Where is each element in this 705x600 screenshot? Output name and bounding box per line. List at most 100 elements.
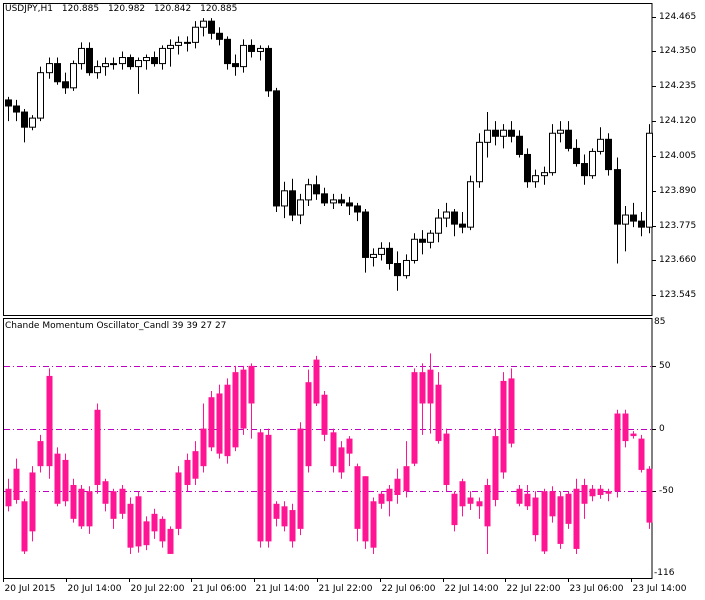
bear-candle (208, 20, 215, 34)
oscillator-down-bar (151, 513, 158, 532)
bull-candle (427, 232, 434, 243)
oscillator-down-bar (508, 378, 515, 444)
oscillator-down-bar (127, 503, 134, 548)
oscillator-down-bar (248, 365, 255, 404)
oscillator-down-bar (54, 453, 61, 504)
bull-candle (159, 47, 166, 65)
bear-candle (216, 32, 223, 40)
oscillator-down-bar (346, 438, 353, 454)
oscillator-down-bar (29, 472, 36, 532)
bull-candle (119, 57, 126, 65)
indicator-min-label: -116 (654, 568, 675, 578)
oscillator-down-bar (265, 434, 272, 542)
oscillator-down-bar (135, 496, 142, 547)
bear-candle (127, 57, 134, 68)
bull-candle (240, 44, 247, 68)
oscillator-down-bar (297, 428, 304, 529)
oscillator-down-bar (573, 488, 580, 549)
oscillator-down-bar (541, 491, 548, 552)
level-label: -50 (659, 485, 674, 496)
oscillator-down-bar (232, 372, 239, 448)
price-axis-label: 124.235 (659, 80, 697, 91)
oscillator-down-bar (411, 372, 418, 464)
low-value: 120.842 (154, 4, 192, 14)
bull-candle (143, 57, 150, 62)
bull-candle (435, 217, 442, 234)
oscillator-down-bar (532, 497, 539, 536)
oscillator-down-bar (492, 436, 499, 501)
oscillator-down-bar (313, 359, 320, 404)
indicator-title: Chande Momentum Oscillator_Candl 39 39 2… (5, 321, 227, 331)
oscillator-down-bar (159, 518, 166, 542)
price-axis-label: 124.120 (659, 115, 697, 126)
bear-candle (459, 223, 466, 228)
indicator-panel-frame (3, 318, 653, 579)
bear-candle (54, 63, 61, 83)
oscillator-down-bar (370, 501, 377, 548)
oscillator-down-bar (224, 384, 231, 457)
bull-candle (46, 63, 53, 74)
time-axis-label: 20 Jul 14:00 (67, 584, 122, 594)
oscillator-down-bar (119, 488, 126, 514)
bear-candle (346, 202, 353, 207)
bull-candle (541, 172, 548, 177)
oscillator-down-bar (208, 397, 215, 448)
oscillator-down-bar (581, 484, 588, 504)
bull-candle (167, 44, 174, 49)
bear-candle (524, 153, 531, 183)
time-axis-label: 22 Jul 22:00 (506, 584, 561, 594)
bear-candle (321, 193, 328, 204)
bear-candle (232, 63, 239, 68)
bull-candle (135, 60, 142, 68)
oscillator-down-bar (646, 468, 653, 523)
price-axis-label: 124.465 (659, 11, 697, 22)
oscillator-down-bar (330, 432, 337, 467)
bull-candle (500, 129, 507, 137)
time-axis-label: 23 Jul 14:00 (632, 584, 687, 594)
bear-candle (313, 184, 320, 195)
bear-candle (492, 129, 499, 137)
bull-candle (70, 63, 77, 89)
bear-candle (224, 38, 231, 65)
bull-candle (646, 132, 653, 228)
bear-candle (614, 169, 621, 225)
price-axis-label: 123.545 (659, 289, 697, 300)
bear-candle (248, 44, 255, 52)
price-candles (5, 18, 653, 291)
bull-candle (622, 214, 629, 225)
oscillator-down-bar (5, 488, 12, 507)
oscillator-down-bar (516, 488, 523, 504)
time-axis-label: 21 Jul 22:00 (318, 584, 373, 594)
bull-candle (484, 129, 491, 143)
bull-candle (557, 129, 564, 134)
level-label: 50 (659, 360, 671, 371)
oscillator-down-bar (143, 521, 150, 546)
oscillator-down-bar (175, 472, 182, 529)
oscillator-down-bar (467, 497, 474, 504)
oscillator-down-bar (394, 478, 401, 496)
oscillator-down-bar (557, 496, 564, 544)
bull-candle (378, 247, 385, 255)
close-value: 120.885 (200, 4, 238, 14)
time-axis-label: 21 Jul 06:00 (192, 584, 247, 594)
oscillator-down-bar (484, 484, 491, 527)
bear-candle (62, 81, 69, 89)
bear-candle (265, 47, 272, 92)
oscillator-down-bar (476, 501, 483, 507)
oscillator-down-bar (110, 491, 117, 519)
time-axis-label: 22 Jul 14:00 (444, 584, 499, 594)
oscillator-down-bar (419, 372, 426, 404)
oscillator-down-bar (622, 413, 629, 442)
bull-candle (370, 253, 377, 258)
oscillator-down-bar (614, 413, 621, 492)
bear-candle (362, 211, 369, 258)
bull-candle (403, 259, 410, 277)
oscillator-down-bar (378, 493, 385, 504)
bull-candle (532, 175, 539, 183)
bull-candle (102, 63, 109, 68)
oscillator-down-bar (443, 433, 450, 485)
time-axis-ticks (3, 578, 632, 582)
oscillator-down-bar (362, 476, 369, 542)
